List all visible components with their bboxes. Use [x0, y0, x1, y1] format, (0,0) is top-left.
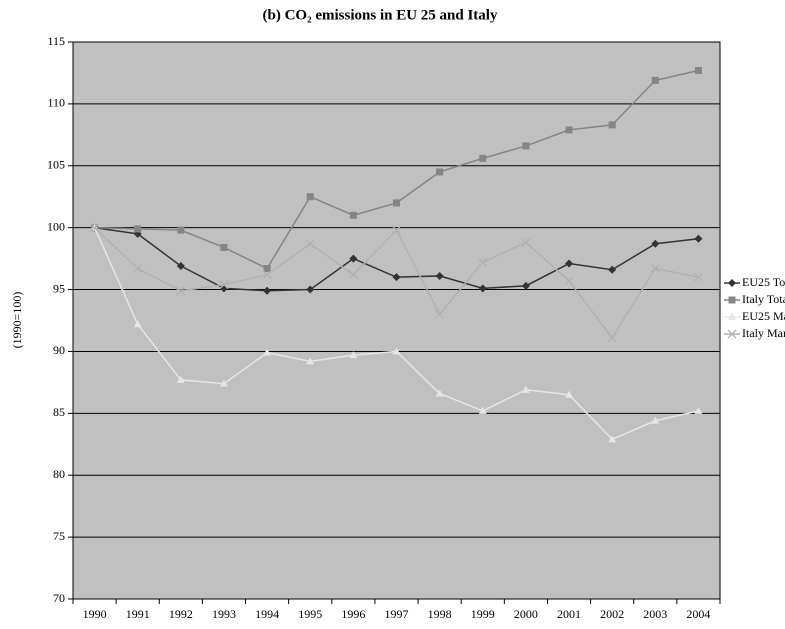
y-tick-label: 100 — [47, 219, 65, 233]
marker — [263, 286, 272, 295]
x-tick-label: 1997 — [385, 607, 409, 621]
x-tick-label: 2001 — [557, 607, 581, 621]
marker — [727, 329, 737, 339]
x-tick-label: 2003 — [643, 607, 667, 621]
marker — [392, 273, 401, 282]
marker — [392, 347, 401, 355]
y-tick-label: 75 — [53, 529, 65, 543]
marker — [220, 243, 228, 251]
marker — [436, 168, 444, 176]
marker — [392, 225, 401, 235]
marker — [521, 238, 531, 247]
x-tick-label: 1998 — [428, 607, 452, 621]
marker — [435, 309, 445, 319]
marker — [608, 435, 617, 443]
marker — [694, 66, 702, 74]
marker — [694, 406, 703, 414]
marker — [650, 264, 660, 273]
marker — [349, 211, 357, 219]
marker — [306, 357, 315, 365]
chart-title: (b) CO₂ emissions in EU 25 and Italy — [263, 7, 498, 23]
marker — [435, 271, 444, 280]
x-tick-label: 2000 — [514, 607, 538, 621]
y-tick-label: 70 — [53, 591, 65, 605]
marker — [176, 286, 186, 296]
marker — [693, 272, 703, 282]
marker — [133, 320, 142, 328]
marker — [349, 351, 358, 359]
marker — [565, 259, 574, 268]
marker — [608, 265, 617, 274]
legend-label: EU25 Manuf. — [742, 309, 785, 323]
y-tick-label: 80 — [53, 467, 65, 481]
marker — [177, 226, 185, 234]
x-tick-label: 1996 — [341, 607, 365, 621]
marker — [651, 76, 659, 84]
marker — [478, 257, 488, 267]
x-tick-label: 2004 — [686, 607, 710, 621]
marker — [478, 406, 487, 414]
marker — [262, 270, 272, 280]
marker — [219, 280, 229, 290]
x-tick-label: 1995 — [298, 607, 322, 621]
x-tick-label: 1999 — [471, 607, 495, 621]
marker — [728, 313, 736, 320]
marker — [134, 225, 142, 233]
marker — [521, 281, 530, 290]
legend-label: EU25 Total — [742, 275, 785, 289]
marker — [694, 234, 703, 243]
marker — [393, 199, 400, 207]
marker — [219, 379, 228, 387]
marker — [348, 270, 358, 280]
marker — [608, 121, 616, 129]
y-tick-label: 90 — [53, 343, 65, 357]
marker — [90, 223, 100, 233]
legend-label: Italy Manuf — [742, 326, 785, 340]
marker — [479, 154, 487, 162]
y-tick-label: 105 — [47, 158, 65, 172]
marker — [133, 264, 143, 273]
marker — [565, 390, 574, 398]
marker — [565, 126, 573, 134]
y-tick-label: 95 — [53, 281, 65, 295]
y-tick-label: 85 — [53, 405, 65, 419]
x-tick-label: 1990 — [83, 607, 107, 621]
marker — [263, 348, 272, 356]
y-tick-label: 115 — [47, 34, 65, 48]
marker — [728, 296, 736, 304]
x-tick-label: 2002 — [600, 607, 624, 621]
marker — [607, 333, 617, 343]
marker — [349, 254, 358, 263]
marker — [521, 385, 530, 393]
marker — [651, 239, 660, 248]
y-axis-label: (1990=100) — [10, 292, 24, 349]
marker — [651, 416, 660, 424]
marker — [435, 389, 444, 397]
plot-area — [72, 41, 721, 600]
x-tick-label: 1991 — [126, 607, 150, 621]
x-tick-label: 1993 — [212, 607, 236, 621]
y-tick-label: 110 — [47, 96, 65, 110]
marker — [176, 375, 185, 383]
x-tick-label: 1994 — [255, 607, 279, 621]
marker — [306, 285, 315, 294]
marker — [564, 276, 574, 286]
marker — [522, 142, 530, 150]
legend-label: Italy Total — [742, 292, 785, 306]
marker — [263, 265, 271, 273]
marker — [305, 239, 315, 249]
marker — [176, 262, 185, 271]
marker — [728, 279, 736, 287]
x-tick-label: 1992 — [169, 607, 193, 621]
marker — [478, 284, 487, 293]
marker — [306, 193, 314, 201]
